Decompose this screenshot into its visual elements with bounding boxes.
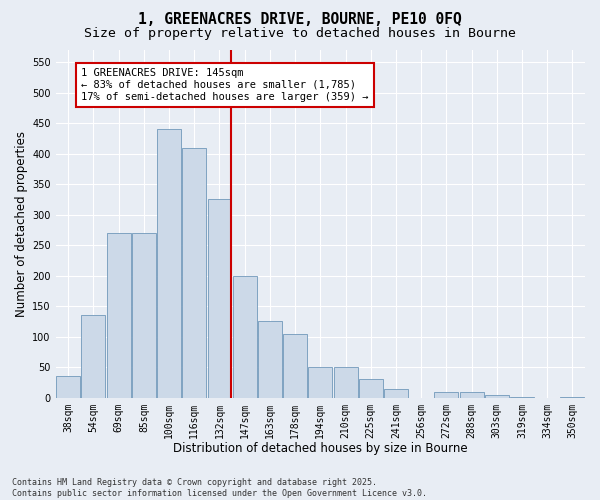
- Bar: [208, 200, 232, 398]
- Text: Contains HM Land Registry data © Crown copyright and database right 2025.
Contai: Contains HM Land Registry data © Crown c…: [12, 478, 427, 498]
- Bar: [460, 392, 484, 398]
- Y-axis label: Number of detached properties: Number of detached properties: [15, 131, 28, 317]
- Bar: [334, 367, 358, 398]
- Bar: [82, 316, 106, 398]
- Bar: [359, 380, 383, 398]
- Text: Size of property relative to detached houses in Bourne: Size of property relative to detached ho…: [84, 28, 516, 40]
- Bar: [182, 148, 206, 398]
- Bar: [308, 367, 332, 398]
- Text: 1 GREENACRES DRIVE: 145sqm
← 83% of detached houses are smaller (1,785)
17% of s: 1 GREENACRES DRIVE: 145sqm ← 83% of deta…: [81, 68, 368, 102]
- Text: 1, GREENACRES DRIVE, BOURNE, PE10 0FQ: 1, GREENACRES DRIVE, BOURNE, PE10 0FQ: [138, 12, 462, 28]
- Bar: [107, 233, 131, 398]
- Bar: [132, 233, 156, 398]
- Bar: [510, 396, 534, 398]
- Bar: [56, 376, 80, 398]
- Bar: [258, 322, 282, 398]
- Bar: [157, 130, 181, 398]
- Bar: [384, 388, 408, 398]
- Bar: [233, 276, 257, 398]
- Bar: [283, 334, 307, 398]
- Bar: [485, 394, 509, 398]
- Bar: [434, 392, 458, 398]
- Bar: [560, 396, 584, 398]
- X-axis label: Distribution of detached houses by size in Bourne: Distribution of detached houses by size …: [173, 442, 467, 455]
